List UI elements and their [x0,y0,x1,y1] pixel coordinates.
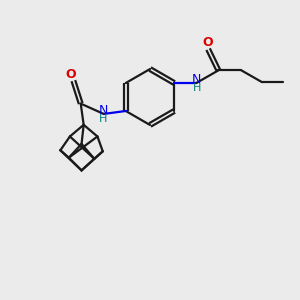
Text: N: N [192,73,201,86]
Text: O: O [65,68,76,81]
Text: N: N [99,103,108,117]
Text: H: H [99,114,108,124]
Text: H: H [192,83,201,93]
Text: O: O [203,36,213,49]
